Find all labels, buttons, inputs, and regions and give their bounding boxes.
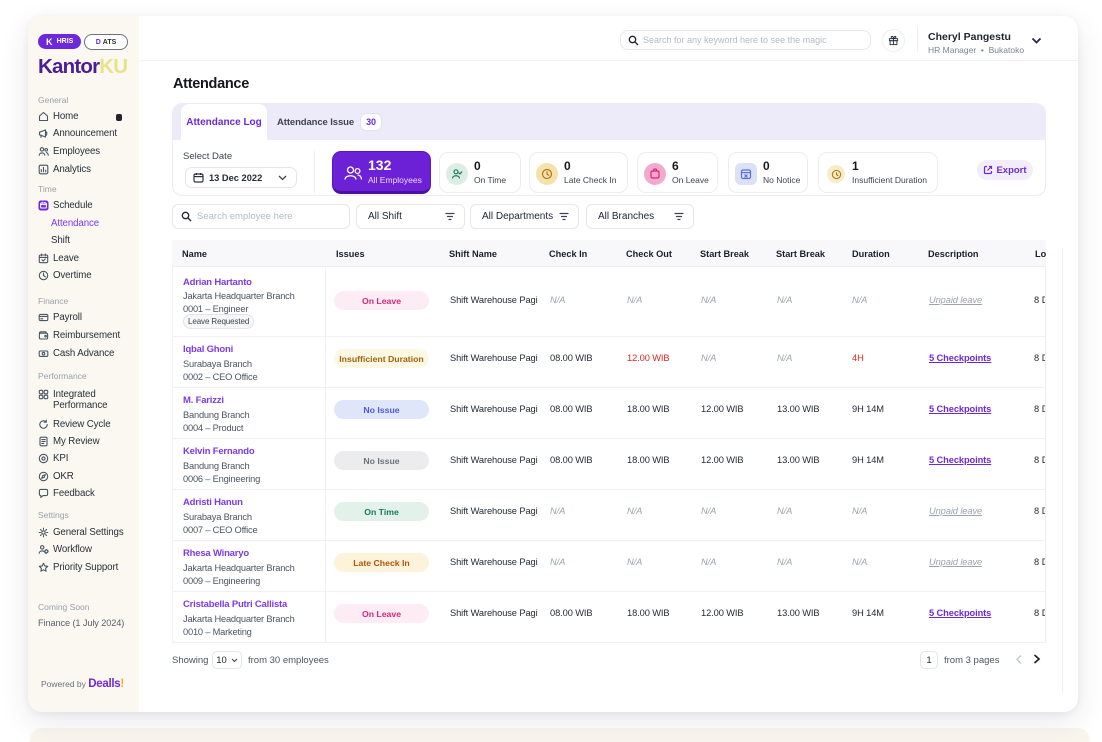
svg-text:K: K: [46, 37, 53, 46]
